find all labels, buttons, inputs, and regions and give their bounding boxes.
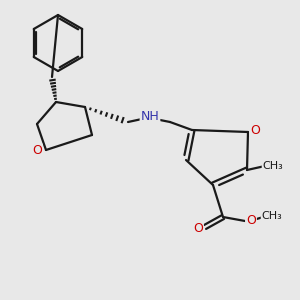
Text: CH₃: CH₃ bbox=[262, 211, 282, 221]
Text: CH₃: CH₃ bbox=[262, 161, 284, 171]
Text: O: O bbox=[193, 221, 203, 235]
Text: O: O bbox=[32, 145, 42, 158]
Text: O: O bbox=[250, 124, 260, 137]
Text: NH: NH bbox=[141, 110, 159, 124]
Text: O: O bbox=[246, 214, 256, 226]
